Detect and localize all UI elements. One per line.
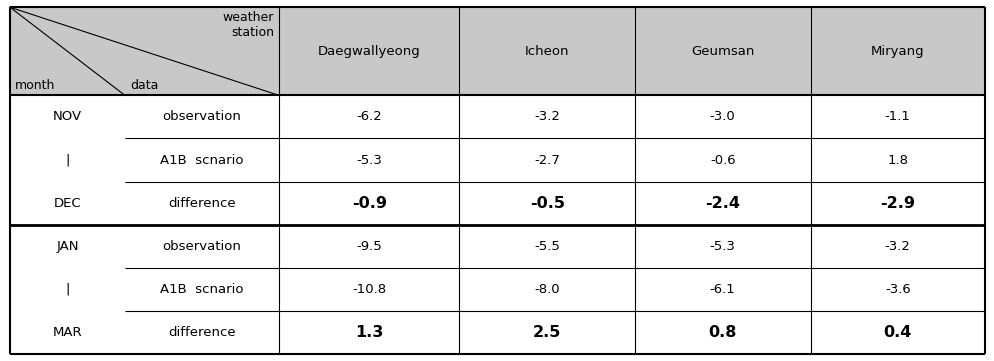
Text: data: data	[130, 79, 158, 92]
Bar	[10, 182, 984, 225]
Text: -2.9: -2.9	[880, 196, 914, 210]
Text: difference: difference	[168, 326, 236, 339]
Text: Miryang: Miryang	[870, 45, 923, 58]
Bar	[10, 139, 984, 182]
Text: -1.1: -1.1	[884, 110, 910, 123]
Bar	[10, 268, 984, 311]
Text: 0.4: 0.4	[883, 325, 911, 340]
Bar	[10, 311, 984, 354]
Text: DEC: DEC	[54, 197, 82, 210]
Text: -10.8: -10.8	[352, 283, 386, 296]
Text: Icheon: Icheon	[525, 45, 569, 58]
Text: 2.5: 2.5	[533, 325, 561, 340]
Text: NOV: NOV	[53, 110, 82, 123]
Text: observation: observation	[162, 240, 242, 253]
Text: -3.6: -3.6	[884, 283, 910, 296]
Text: difference: difference	[168, 197, 236, 210]
Text: -3.0: -3.0	[709, 110, 735, 123]
Text: |: |	[66, 283, 70, 296]
Text: -6.1: -6.1	[709, 283, 735, 296]
Text: -5.3: -5.3	[356, 153, 382, 166]
Text: Geumsan: Geumsan	[691, 45, 753, 58]
Text: 1.8: 1.8	[887, 153, 908, 166]
Text: -9.5: -9.5	[356, 240, 382, 253]
Bar	[10, 95, 984, 139]
Text: -5.3: -5.3	[709, 240, 735, 253]
Text: 0.8: 0.8	[708, 325, 737, 340]
Text: -2.4: -2.4	[705, 196, 740, 210]
Text: -5.5: -5.5	[534, 240, 560, 253]
Text: -8.0: -8.0	[534, 283, 560, 296]
Text: A1B  scnario: A1B scnario	[160, 153, 244, 166]
Text: |: |	[66, 153, 70, 166]
Text: Daegwallyeong: Daegwallyeong	[317, 45, 420, 58]
Text: JAN: JAN	[57, 240, 79, 253]
Text: weather
station: weather station	[223, 11, 273, 39]
Text: month: month	[15, 79, 56, 92]
Text: A1B  scnario: A1B scnario	[160, 283, 244, 296]
Text: -6.2: -6.2	[356, 110, 382, 123]
Text: 1.3: 1.3	[355, 325, 383, 340]
Bar	[10, 225, 984, 268]
Bar	[10, 7, 984, 95]
Text: -3.2: -3.2	[884, 240, 910, 253]
Text: -0.9: -0.9	[352, 196, 387, 210]
Text: -0.6: -0.6	[710, 153, 735, 166]
Text: -0.5: -0.5	[529, 196, 565, 210]
Text: observation: observation	[162, 110, 242, 123]
Text: MAR: MAR	[53, 326, 83, 339]
Text: -2.7: -2.7	[534, 153, 560, 166]
Text: -3.2: -3.2	[534, 110, 560, 123]
